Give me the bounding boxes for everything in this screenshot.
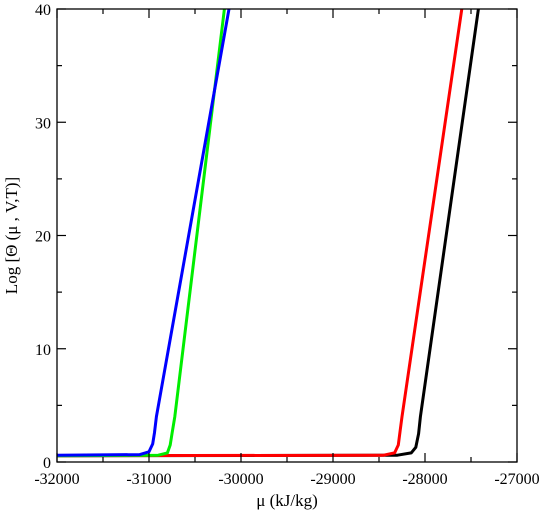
x-tick-label: -31000 [126,471,171,488]
series-line-1 [57,9,480,458]
series-layer [57,9,480,458]
y-axis-title: Log [Θ (μ , V,T)] [2,177,21,294]
x-tick-label: -29000 [310,471,355,488]
y-tick-label: 0 [43,455,51,472]
x-tick-label: -30000 [218,471,263,488]
y-tick-label: 40 [35,2,51,19]
y-tick-label: 10 [35,342,51,359]
y-tick-label: 20 [35,229,51,246]
series-line-4 [57,9,231,457]
x-tick-label: -27000 [494,471,539,488]
ticks-layer: -32000 -31000 -30000 -29000 -28000 -27000 0 10 2… [34,2,539,488]
series-line-3 [57,9,226,458]
plot-frame [56,8,518,463]
series-line-2 [57,9,464,458]
y-tick-label: 30 [35,115,51,132]
x-tick-label: -28000 [402,471,447,488]
x-tick-label: -32000 [34,471,79,488]
x-axis-title: μ (kJ/kg) [256,491,318,510]
